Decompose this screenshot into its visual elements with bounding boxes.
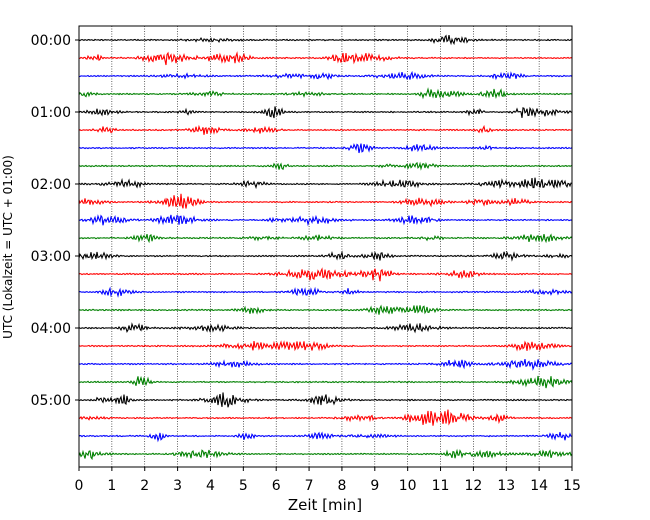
- x-tick-label: 1: [107, 478, 116, 494]
- x-axis-label: Zeit [min]: [288, 496, 362, 514]
- seismic-trace: [78, 409, 573, 426]
- x-tick-label: 12: [464, 478, 482, 494]
- vertical-gridlines: [111, 26, 540, 467]
- x-tick-label: 0: [75, 478, 84, 494]
- seismic-trace: [78, 34, 573, 46]
- seismic-trace: [78, 193, 573, 209]
- x-tick-label: 2: [140, 478, 149, 494]
- seismic-trace: [78, 214, 573, 227]
- seismic-trace: [78, 267, 573, 282]
- seismic-trace: [78, 233, 573, 244]
- x-tick-label: 8: [337, 478, 346, 494]
- seismic-trace: [78, 87, 573, 100]
- y-tick-label: 04:00: [31, 321, 71, 337]
- seismic-trace: [78, 106, 573, 119]
- seismic-trace: [78, 177, 573, 190]
- x-tick-label: 11: [432, 478, 450, 494]
- x-tick-label: 14: [530, 478, 548, 494]
- seismic-trace: [78, 448, 573, 461]
- x-axis: 0 1 2 3 4 5 6 7 8 9 10 11 12 13 14 15: [75, 467, 581, 494]
- x-tick-label: 10: [399, 478, 417, 494]
- plot-frame: [78, 25, 573, 468]
- seismic-trace: [78, 70, 573, 81]
- seismic-trace: [78, 392, 573, 408]
- seismic-trace: [78, 143, 573, 154]
- x-tick-label: 7: [305, 478, 314, 494]
- seismic-trace: [78, 124, 573, 135]
- x-tick-label: 6: [272, 478, 281, 494]
- seismic-trace: [78, 375, 573, 389]
- seismic-traces: [78, 34, 573, 461]
- y-tick-label: 02:00: [31, 177, 71, 193]
- x-tick-label: 13: [497, 478, 515, 494]
- y-axis: 00:00 01:00 02:00 03:00 04:00 05:00: [31, 33, 79, 409]
- x-tick-label: 4: [206, 478, 215, 494]
- seismic-trace: [78, 322, 573, 334]
- y-tick-label: 05:00: [31, 393, 71, 409]
- y-tick-label: 03:00: [31, 249, 71, 265]
- x-tick-label: 3: [173, 478, 182, 494]
- y-axis-label: UTC (Lokalzeit = UTC + 01:00): [1, 155, 15, 339]
- seismic-trace: [78, 431, 573, 443]
- seismic-trace: [78, 250, 573, 262]
- seismic-trace: [78, 340, 573, 352]
- seismic-trace: [78, 161, 573, 171]
- y-tick-label: 00:00: [31, 33, 71, 49]
- seismic-trace: [78, 286, 573, 298]
- x-tick-label: 9: [370, 478, 379, 494]
- y-tick-label: 01:00: [31, 105, 71, 121]
- x-tick-label: 15: [563, 478, 581, 494]
- seismic-trace: [78, 359, 573, 371]
- seismic-trace: [78, 51, 573, 66]
- x-tick-label: 5: [239, 478, 248, 494]
- seismic-trace: [78, 304, 573, 315]
